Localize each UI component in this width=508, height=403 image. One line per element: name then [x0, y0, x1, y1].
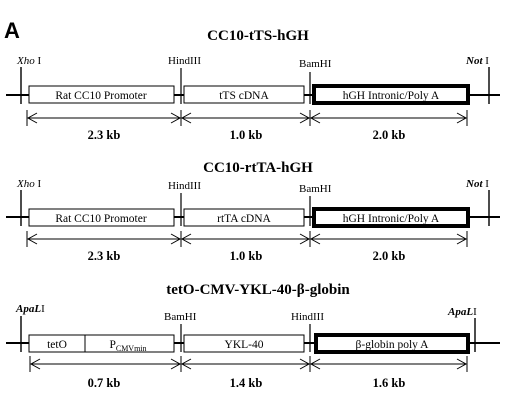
segment-polya [312, 207, 470, 228]
restriction-site-left: Xho I [16, 55, 41, 67]
segment-teto-cmv [28, 334, 175, 353]
segment-label: tTS cDNA [219, 90, 269, 102]
junction-site-1: BamHI [164, 311, 197, 323]
construct-cc10-tts-hgh: CC10-tTS-hGH Xho I HindIII BamHI Not I R… [6, 28, 500, 142]
segment-polya [312, 84, 470, 105]
construct-title: CC10-tTS-hGH [207, 28, 309, 44]
junction-site-2: BamHI [299, 58, 332, 70]
segment-label: hGH Intronic/Poly A [343, 213, 440, 225]
segment-label: rtTA cDNA [217, 213, 271, 225]
construct-title: tetO-CMV-YKL-40-β-globin [166, 282, 350, 298]
size-arrows [29, 356, 468, 372]
segment-cdna [183, 334, 305, 353]
segment-label: tetO [47, 339, 67, 351]
panel-letter: A [4, 18, 20, 43]
junction-site-1: HindIII [168, 180, 201, 192]
segment-label: Rat CC10 Promoter [55, 213, 147, 225]
size-arrows [26, 231, 468, 247]
size-label: 1.0 kb [230, 249, 263, 263]
restriction-site-right: Not I [465, 55, 489, 67]
segment-label-cmv: PCMVmin [109, 339, 146, 353]
segment-label: β-globin poly A [356, 339, 430, 351]
segment-label: YKL-40 [225, 339, 264, 351]
size-label: 0.7 kb [88, 376, 121, 390]
construct-cc10-rttA-hgh: CC10-rtTA-hGH Xho I HindIII BamHI Not I … [6, 160, 500, 263]
restriction-site-right: ApaLI [447, 306, 477, 318]
segment-cdna [183, 208, 305, 227]
size-label: 2.3 kb [88, 249, 121, 263]
construct-title: CC10-rtTA-hGH [203, 160, 313, 176]
segment-promoter [28, 85, 175, 104]
junction-site-2: HindIII [291, 311, 324, 323]
segment-label: hGH Intronic/Poly A [343, 90, 440, 102]
segment-promoter [28, 208, 175, 227]
segment-cdna [183, 85, 305, 104]
size-label: 2.0 kb [373, 128, 406, 142]
size-label: 1.4 kb [230, 376, 263, 390]
size-arrows [26, 110, 468, 126]
junction-site-1: HindIII [168, 55, 201, 67]
construct-teto-cmv-ykl40: tetO-CMV-YKL-40-β-globin ApaLI BamHI Hin… [6, 282, 500, 390]
segment-polya [314, 333, 470, 354]
size-label: 2.0 kb [373, 249, 406, 263]
restriction-site-right: Not I [465, 178, 489, 190]
segment-label: Rat CC10 Promoter [55, 90, 147, 102]
restriction-site-left: Xho I [16, 178, 41, 190]
size-label: 2.3 kb [88, 128, 121, 142]
junction-site-2: BamHI [299, 183, 332, 195]
size-label: 1.6 kb [373, 376, 406, 390]
restriction-site-left: ApaLI [15, 303, 45, 315]
size-label: 1.0 kb [230, 128, 263, 142]
